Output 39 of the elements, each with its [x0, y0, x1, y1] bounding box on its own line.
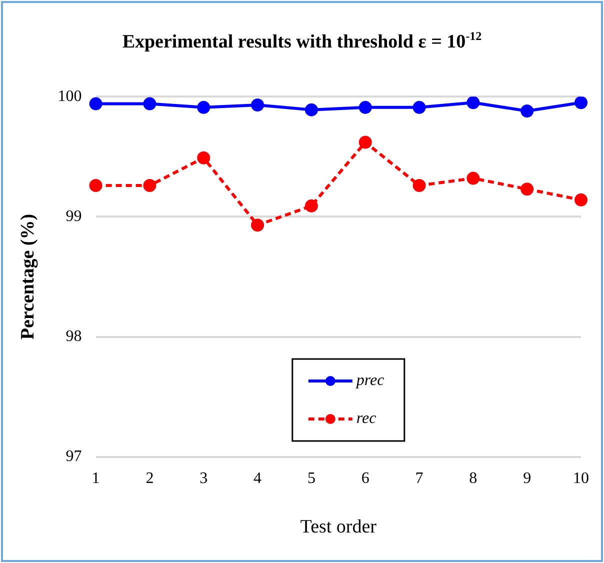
point [466, 172, 480, 185]
y-tick-label: 98 [66, 328, 82, 346]
x-tick-label: 4 [254, 470, 262, 487]
x-tick-label: 9 [523, 470, 532, 487]
point [304, 103, 318, 116]
legend-label: rec [356, 410, 376, 428]
point [89, 179, 102, 192]
point [466, 96, 480, 110]
y-tick-label: 100 [58, 88, 82, 105]
x-tick-label: 6 [361, 470, 370, 487]
x-tick-label: 10 [573, 470, 589, 487]
x-tick-label: 3 [200, 470, 208, 487]
y-tick-label: 97 [66, 448, 82, 466]
x-tick-label: 1 [92, 470, 100, 487]
point [520, 182, 534, 196]
point [304, 199, 318, 212]
point [89, 97, 102, 110]
point [574, 193, 588, 206]
x-tick-label: 5 [307, 470, 316, 487]
chart-title: Experimental results with threshold ε = 10$^{-12}$ [121, 29, 483, 54]
x-tick-label: 8 [469, 470, 478, 487]
y-tick-label: 99 [66, 208, 82, 225]
point [143, 97, 156, 110]
point [251, 98, 264, 112]
legend-label: prec [355, 372, 384, 390]
point [143, 179, 156, 192]
x-tick-label: 7 [415, 470, 424, 487]
y-axis-title: Percentage (%) [17, 214, 38, 340]
point [412, 100, 426, 114]
point [251, 218, 264, 232]
point [574, 96, 588, 110]
point [358, 100, 372, 114]
point [412, 179, 426, 192]
point [197, 151, 210, 164]
point [197, 100, 210, 114]
x-tick-label: 2 [146, 470, 154, 487]
point [358, 136, 372, 149]
point [520, 104, 534, 118]
x-axis-title: Test order [300, 516, 378, 538]
